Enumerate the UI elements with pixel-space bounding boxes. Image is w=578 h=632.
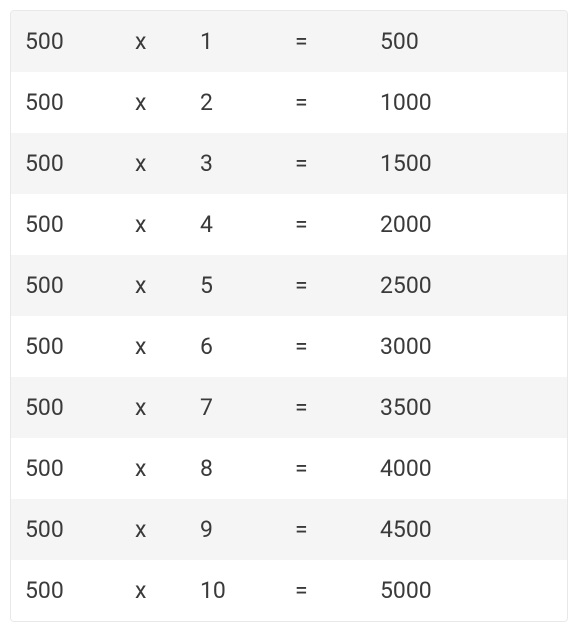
table-row: 500 x 5 = 2500 — [11, 255, 567, 316]
cell-operator-times: x — [135, 150, 200, 177]
cell-multiplicand: 500 — [25, 89, 135, 116]
cell-operator-equals: = — [295, 272, 380, 299]
cell-operator-times: x — [135, 394, 200, 421]
table-row: 500 x 8 = 4000 — [11, 438, 567, 499]
cell-multiplier: 4 — [200, 211, 295, 238]
cell-operator-times: x — [135, 28, 200, 55]
cell-multiplier: 9 — [200, 516, 295, 543]
cell-multiplier: 5 — [200, 272, 295, 299]
cell-operator-times: x — [135, 333, 200, 360]
cell-result: 3000 — [380, 333, 553, 360]
cell-multiplicand: 500 — [25, 577, 135, 604]
cell-result: 2000 — [380, 211, 553, 238]
table-row: 500 x 4 = 2000 — [11, 194, 567, 255]
cell-multiplier: 6 — [200, 333, 295, 360]
cell-multiplicand: 500 — [25, 333, 135, 360]
cell-operator-equals: = — [295, 333, 380, 360]
cell-multiplicand: 500 — [25, 211, 135, 238]
cell-operator-times: x — [135, 516, 200, 543]
cell-result: 4500 — [380, 516, 553, 543]
cell-operator-equals: = — [295, 150, 380, 177]
cell-operator-equals: = — [295, 28, 380, 55]
cell-operator-equals: = — [295, 516, 380, 543]
cell-result: 1500 — [380, 150, 553, 177]
cell-result: 1000 — [380, 89, 553, 116]
table-row: 500 x 6 = 3000 — [11, 316, 567, 377]
cell-operator-times: x — [135, 211, 200, 238]
table-row: 500 x 10 = 5000 — [11, 560, 567, 621]
cell-multiplicand: 500 — [25, 516, 135, 543]
cell-operator-equals: = — [295, 455, 380, 482]
cell-operator-equals: = — [295, 577, 380, 604]
cell-multiplier: 10 — [200, 577, 295, 604]
cell-multiplier: 7 — [200, 394, 295, 421]
cell-operator-times: x — [135, 455, 200, 482]
cell-multiplicand: 500 — [25, 394, 135, 421]
cell-multiplicand: 500 — [25, 272, 135, 299]
table-row: 500 x 7 = 3500 — [11, 377, 567, 438]
cell-operator-times: x — [135, 89, 200, 116]
cell-operator-times: x — [135, 577, 200, 604]
cell-result: 3500 — [380, 394, 553, 421]
multiplication-table: 500 x 1 = 500 500 x 2 = 1000 500 x 3 = 1… — [10, 10, 568, 622]
cell-result: 5000 — [380, 577, 553, 604]
table-row: 500 x 2 = 1000 — [11, 72, 567, 133]
cell-multiplicand: 500 — [25, 28, 135, 55]
cell-multiplier: 2 — [200, 89, 295, 116]
cell-result: 500 — [380, 28, 553, 55]
table-row: 500 x 3 = 1500 — [11, 133, 567, 194]
cell-operator-equals: = — [295, 89, 380, 116]
cell-operator-equals: = — [295, 394, 380, 421]
cell-multiplicand: 500 — [25, 455, 135, 482]
cell-operator-equals: = — [295, 211, 380, 238]
cell-operator-times: x — [135, 272, 200, 299]
cell-result: 4000 — [380, 455, 553, 482]
cell-multiplier: 3 — [200, 150, 295, 177]
cell-result: 2500 — [380, 272, 553, 299]
table-row: 500 x 1 = 500 — [11, 11, 567, 72]
cell-multiplicand: 500 — [25, 150, 135, 177]
table-row: 500 x 9 = 4500 — [11, 499, 567, 560]
cell-multiplier: 1 — [200, 28, 295, 55]
cell-multiplier: 8 — [200, 455, 295, 482]
